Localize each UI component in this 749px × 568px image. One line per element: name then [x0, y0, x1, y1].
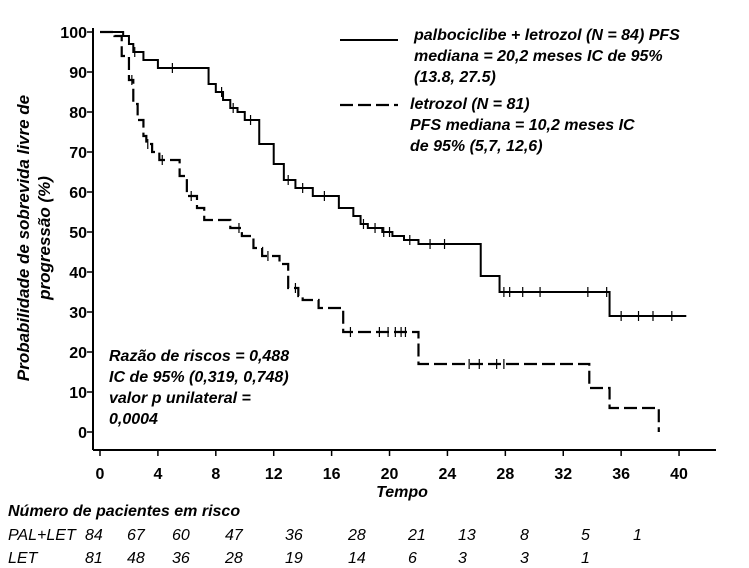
- risk-row-label: PAL+LET: [8, 527, 77, 544]
- y-tick-label: 10: [69, 385, 87, 402]
- risk-cell: 28: [347, 527, 366, 544]
- y-tick-label: 50: [69, 225, 87, 242]
- x-tick-label: 32: [554, 466, 572, 483]
- legend-label-line: PFS mediana = 10,2 meses IC: [410, 117, 635, 134]
- x-tick-label: 20: [381, 466, 399, 483]
- risk-cell: 14: [348, 550, 366, 567]
- y-axis-title-line: progressão (%): [35, 176, 54, 301]
- x-axis-title: Tempo: [376, 484, 428, 501]
- x-tick-label: 28: [496, 466, 514, 483]
- y-tick-label: 60: [69, 185, 87, 202]
- x-tick-label: 4: [153, 466, 162, 483]
- y-tick-label: 100: [60, 25, 87, 42]
- x-tick-label: 0: [96, 466, 105, 483]
- legend-label-series-1: palbociclibe + letrozol (N = 84) PFS medi…: [413, 27, 680, 86]
- risk-cell: 1: [633, 527, 642, 544]
- axes: 0 10 20 30 40 50 60 70 80 90 100 0 4 8 12 16 20 24 28 32 36 4…: [14, 25, 716, 501]
- risk-cell: 5: [581, 527, 590, 544]
- risk-cell: 21: [407, 527, 426, 544]
- risk-row-label: LET: [8, 550, 39, 567]
- risk-cell: 8: [520, 527, 529, 544]
- risk-cell: 28: [224, 550, 243, 567]
- risk-cell: 48: [127, 550, 145, 567]
- x-tick-label: 40: [670, 466, 688, 483]
- legend: palbociclibe + letrozol (N = 84) PFS medi…: [340, 27, 680, 155]
- y-tick-label: 90: [69, 65, 87, 82]
- annotation-line: Razão de riscos = 0,488: [109, 348, 289, 365]
- legend-label-line: de 95% (5,7, 12,6): [410, 138, 543, 155]
- x-tick-label: 16: [323, 466, 341, 483]
- x-tick-label: 36: [612, 466, 630, 483]
- x-tick-label: 24: [439, 466, 457, 483]
- survival-curves: [100, 30, 687, 432]
- annotation-line: IC de 95% (0,319, 0,748): [109, 369, 289, 386]
- hazard-ratio-text: Razão de riscos = 0,488 IC de 95% (0,319,…: [109, 348, 289, 428]
- risk-cell: 81: [85, 550, 103, 567]
- x-tick-label: 12: [265, 466, 283, 483]
- annotation-line: 0,0004: [109, 411, 158, 428]
- legend-label-line: letrozol (N = 81): [410, 96, 530, 113]
- risk-cell: 84: [85, 527, 103, 544]
- y-tick-label: 80: [69, 105, 87, 122]
- y-tick-label: 20: [69, 345, 87, 362]
- risk-cell: 3: [458, 550, 467, 567]
- risk-cell: 47: [225, 527, 244, 544]
- risk-cell: 36: [285, 527, 303, 544]
- y-tick-label: 40: [69, 265, 87, 282]
- risk-cell: 6: [408, 550, 417, 567]
- risk-cell: 19: [285, 550, 303, 567]
- series-2-line: [100, 30, 660, 432]
- risk-cell: 36: [172, 550, 190, 567]
- risk-table-title: Número de pacientes em risco: [8, 503, 240, 520]
- risk-cell: 67: [127, 527, 146, 544]
- y-axis-title-line: Probabilidade de sobrevida livre de: [14, 95, 33, 381]
- legend-label-series-2: letrozol (N = 81) PFS mediana = 10,2 mese…: [410, 96, 635, 155]
- risk-cell: 3: [520, 550, 529, 567]
- x-tick-label: 8: [211, 466, 220, 483]
- legend-label-line: mediana = 20,2 meses IC de 95%: [414, 48, 663, 65]
- y-tick-label: 30: [69, 305, 87, 322]
- y-axis-title: Probabilidade de sobrevida livre de progr…: [14, 95, 54, 381]
- risk-cell: 60: [172, 527, 190, 544]
- risk-table: Número de pacientes em risco PAL+LET 84 67 6…: [8, 503, 642, 567]
- risk-cell: 13: [458, 527, 476, 544]
- legend-label-line: palbociclibe + letrozol (N = 84) PFS: [413, 27, 680, 44]
- legend-label-line: (13.8, 27.5): [414, 69, 496, 86]
- series-1-line: [100, 31, 687, 317]
- hazard-ratio-annotation: Razão de riscos = 0,488 IC de 95% (0,319,…: [109, 348, 289, 428]
- y-tick-label: 0: [78, 425, 87, 442]
- annotation-line: valor p unilateral =: [109, 390, 251, 407]
- y-tick-label: 70: [69, 145, 87, 162]
- risk-cell: 1: [581, 550, 590, 567]
